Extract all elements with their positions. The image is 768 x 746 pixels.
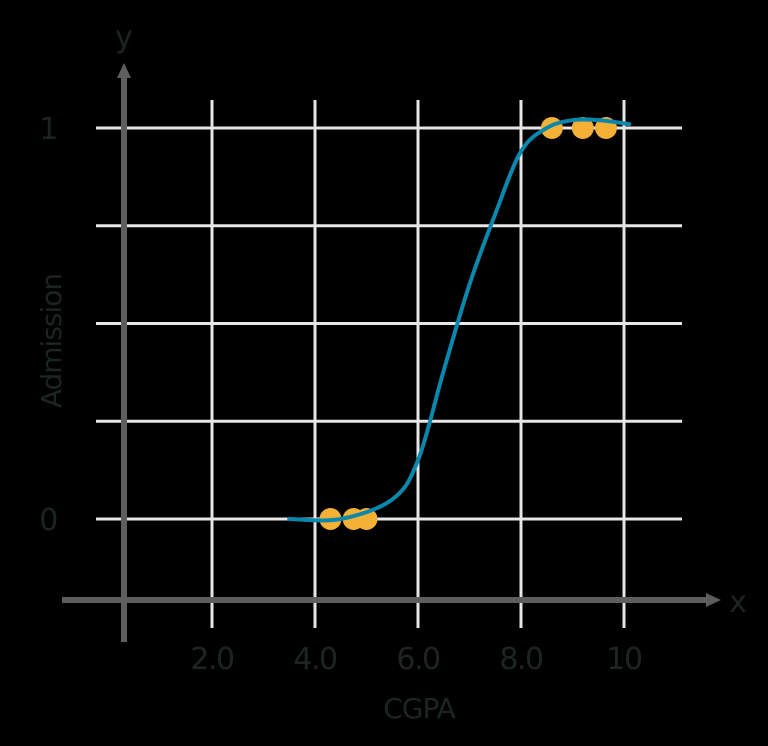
sigmoid-curve — [287, 117, 632, 523]
x-axis-letter: x — [729, 585, 747, 620]
x-axis-title: CGPA — [383, 692, 455, 725]
y-tick-label: 0 — [39, 503, 57, 538]
x-tick-label: 2.0 — [190, 642, 234, 677]
x-tick-label: 4.0 — [293, 642, 337, 677]
y-tick-label: 1 — [39, 112, 57, 147]
y-tick-labels: 01 — [39, 112, 59, 538]
grid — [96, 100, 682, 628]
y-axis-arrow-icon — [117, 63, 131, 78]
x-tick-labels: 2.0 4.0 6.0 8.0 10 — [190, 642, 643, 677]
x-axis-arrow-icon — [706, 593, 721, 607]
x-tick-label: 6.0 — [396, 642, 440, 677]
axes — [62, 63, 721, 642]
x-tick-label: 8.0 — [499, 642, 543, 677]
x-tick-label: 10 — [606, 642, 642, 677]
data-point — [571, 117, 594, 139]
y-axis-letter: y — [115, 20, 133, 55]
y-axis-title: Admission — [35, 274, 68, 408]
